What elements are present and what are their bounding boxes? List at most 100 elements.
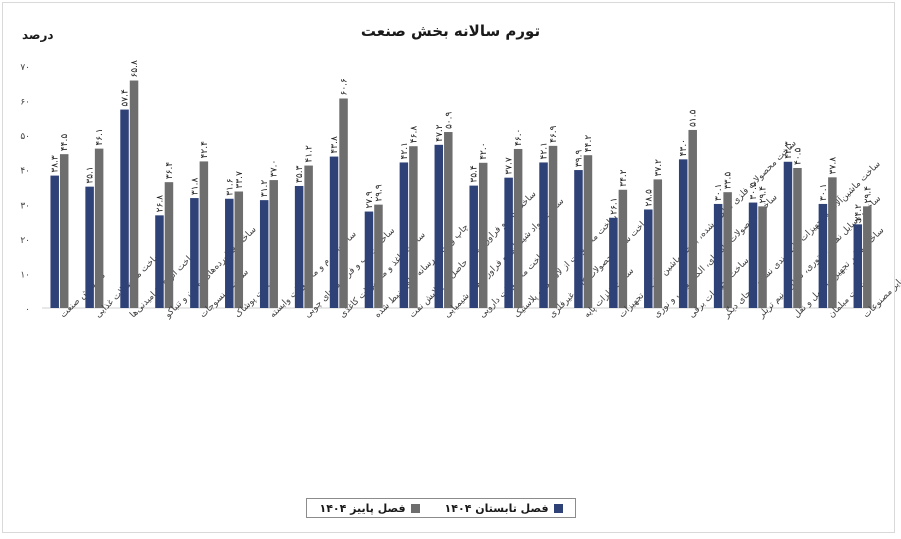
legend-item-autumn: فصل پاییز ۱۴۰۴ xyxy=(319,502,420,515)
data-label: ۵۱.۵ xyxy=(689,109,699,127)
y-axis-unit-label: درصد xyxy=(22,28,54,42)
bar-autumn xyxy=(234,191,244,308)
bar-autumn xyxy=(199,161,209,308)
bar-summer xyxy=(539,162,548,308)
data-label: ۴۲.۳ xyxy=(784,141,794,159)
data-label: ۳۱.۶ xyxy=(225,178,235,196)
data-label: ۴۲.۴ xyxy=(200,141,210,159)
data-label: ۴۶.۹ xyxy=(549,125,559,143)
bar-summer xyxy=(225,198,234,308)
bar-autumn xyxy=(513,148,523,308)
data-label: ۲۸.۵ xyxy=(644,189,654,207)
bar-autumn xyxy=(723,192,732,308)
legend-label-summer: فصل تابستان ۱۴۰۴ xyxy=(444,501,549,515)
bar-autumn xyxy=(583,155,593,308)
data-label: ۴۶.۰ xyxy=(514,129,524,146)
data-label: ۲۷.۹ xyxy=(365,191,375,209)
data-label: ۳۷.۸ xyxy=(828,157,838,175)
bar-autumn xyxy=(409,146,418,308)
legend: فصل تابستان ۱۴۰۴ فصل پاییز ۱۴۰۴ xyxy=(306,498,576,518)
bar-autumn xyxy=(129,80,139,309)
bar-autumn xyxy=(548,145,558,308)
chart-title: تورم سالانه بخش صنعت xyxy=(360,22,541,40)
bar-summer xyxy=(469,185,478,308)
data-label: ۳۷.۰ xyxy=(270,160,280,177)
bar-autumn xyxy=(863,206,872,308)
bar-summer xyxy=(678,159,688,308)
data-label: ۳۸.۳ xyxy=(51,155,61,173)
data-label: ۳۰.۱ xyxy=(714,184,724,201)
data-label: ۴۴.۲ xyxy=(584,135,594,153)
bar-autumn xyxy=(164,182,174,308)
data-label: ۵۷.۴ xyxy=(121,89,131,107)
bar-autumn xyxy=(269,180,278,308)
y-tick-label: ۴۰ xyxy=(20,167,30,177)
data-label: ۲۹.۹ xyxy=(374,184,384,202)
bar-summer xyxy=(294,185,304,308)
category-label: ساخت محصولات دارویی xyxy=(478,248,550,320)
bar-autumn xyxy=(478,162,488,308)
legend-item-summer: فصل تابستان ۱۴۰۴ xyxy=(445,502,563,515)
data-label: ۳۱.۸ xyxy=(190,178,200,196)
y-tick-label: ۱۰ xyxy=(20,270,30,280)
data-label: ۳۳.۷ xyxy=(235,171,245,189)
bar-autumn xyxy=(94,148,104,308)
bar-autumn xyxy=(444,132,453,308)
y-tick-label: ۷۰ xyxy=(20,63,30,73)
bar-summer xyxy=(434,144,444,308)
bar-summer xyxy=(574,170,583,308)
data-label: ۴۴.۵ xyxy=(60,134,70,152)
data-label: ۶۰.۶ xyxy=(340,78,350,96)
y-tick-label: ۳۰ xyxy=(20,201,30,211)
bar-autumn xyxy=(374,204,383,308)
bar-summer xyxy=(364,211,374,308)
y-tick-label: ۲۰ xyxy=(20,236,30,246)
data-label: ۳۷.۷ xyxy=(505,157,515,175)
data-label: ۴۲.۰ xyxy=(479,142,489,159)
data-label: ۴۳.۸ xyxy=(330,136,340,154)
data-label: ۳۵.۱ xyxy=(86,166,96,183)
bar-summer xyxy=(329,156,339,308)
data-label: ۴۷.۲ xyxy=(435,124,445,142)
bar-autumn xyxy=(828,177,837,308)
bar-summer xyxy=(85,186,94,308)
bar-summer xyxy=(644,209,653,308)
y-tick-label: ۵۰ xyxy=(20,132,30,142)
bar-summer xyxy=(609,217,618,308)
data-label: ۴۰.۵ xyxy=(793,147,803,165)
bar-summer xyxy=(853,224,863,308)
data-label: ۴۲.۱ xyxy=(400,142,410,159)
data-label: ۳۵.۴ xyxy=(470,165,480,183)
bar-autumn xyxy=(59,154,69,308)
data-label: ۶۵.۸ xyxy=(130,60,140,78)
bar-summer xyxy=(399,162,409,308)
bar-summer xyxy=(155,215,164,308)
data-label: ۳۶.۴ xyxy=(165,162,175,180)
data-label: ۳۵.۳ xyxy=(295,165,305,183)
data-label: ۴۶.۸ xyxy=(409,126,419,144)
bar-autumn xyxy=(618,189,628,308)
legend-swatch-autumn xyxy=(410,503,420,513)
data-label: ۴۶.۱ xyxy=(95,128,105,145)
data-label: ۵۰.۹ xyxy=(444,112,454,130)
data-label: ۳۷.۲ xyxy=(654,159,664,177)
bar-autumn xyxy=(758,206,767,308)
y-tick-label: ۰ xyxy=(25,305,30,315)
bar-summer xyxy=(783,161,793,308)
bar-summer xyxy=(120,109,129,308)
data-label: ۳۱.۲ xyxy=(260,180,270,198)
bar-autumn xyxy=(793,167,802,308)
bar-autumn xyxy=(653,179,663,308)
bar-autumn xyxy=(688,129,697,308)
bar-summer xyxy=(50,175,59,308)
data-label: ۴۲.۱ xyxy=(540,142,550,159)
y-tick-label: ۶۰ xyxy=(20,98,30,108)
data-label: ۲۴.۲ xyxy=(854,204,864,222)
bar-summer xyxy=(748,202,758,308)
data-label: ۲۹.۴ xyxy=(863,186,873,204)
bar-autumn xyxy=(304,165,313,308)
data-label: ۳۰.۵ xyxy=(749,182,759,200)
data-label: ۲۶.۱ xyxy=(609,197,619,214)
legend-swatch-summer xyxy=(553,503,563,513)
